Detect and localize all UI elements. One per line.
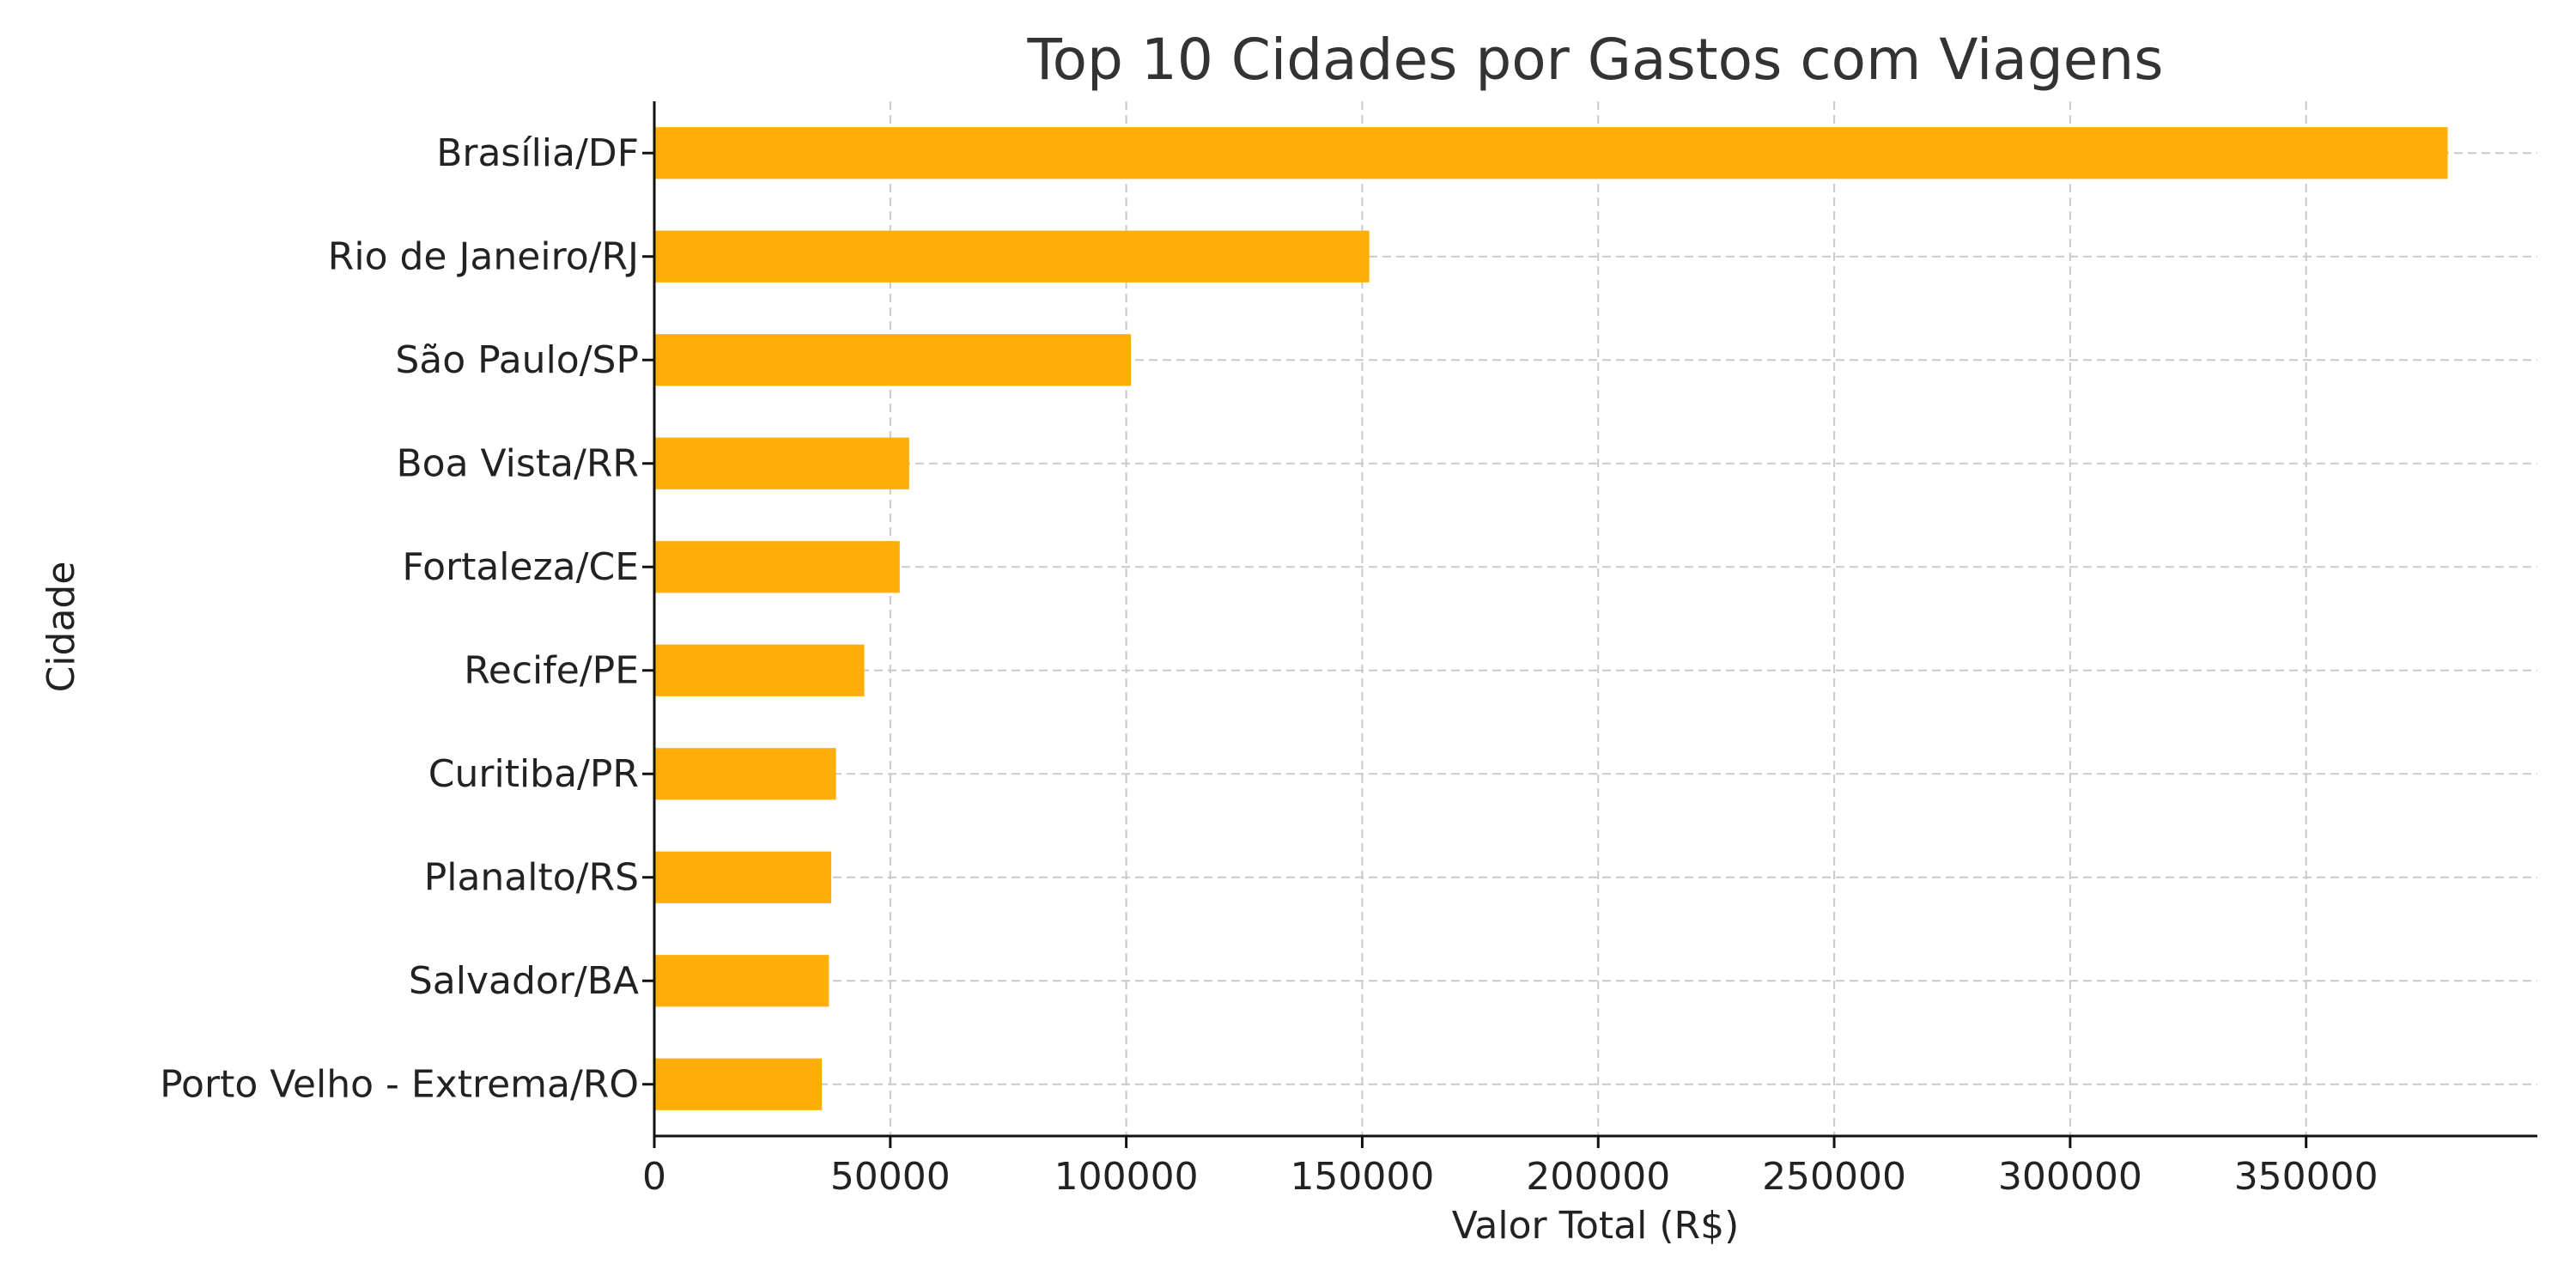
bars bbox=[654, 127, 2448, 1110]
grid bbox=[654, 101, 2537, 1136]
bar bbox=[654, 748, 836, 800]
y-tick-label: Rio de Janeiro/RJ bbox=[328, 234, 639, 278]
x-tick-label: 200000 bbox=[1526, 1155, 1670, 1199]
y-axis-label: Cidade bbox=[39, 562, 83, 693]
bar bbox=[654, 437, 909, 489]
y-tick-label: Boa Vista/RR bbox=[396, 441, 639, 485]
bar bbox=[654, 1058, 823, 1110]
y-tick-label: Curitiba/PR bbox=[428, 752, 639, 796]
x-tick-label: 250000 bbox=[1762, 1155, 1906, 1199]
x-tick-label: 0 bbox=[642, 1155, 666, 1199]
bar bbox=[654, 230, 1370, 283]
bar bbox=[654, 541, 900, 593]
x-tick-label: 50000 bbox=[830, 1155, 951, 1199]
x-tick-labels: 0 50000 100000 150000 200000 250000 300000 3500… bbox=[642, 1155, 2379, 1199]
x-axis-label: Valor Total (R$) bbox=[1452, 1204, 1740, 1248]
bar bbox=[654, 127, 2448, 179]
bar bbox=[654, 334, 1132, 386]
y-tick-label: Planalto/RS bbox=[424, 855, 639, 899]
chart-title: Top 10 Cidades por Gastos com Viagens bbox=[1026, 27, 2163, 93]
y-tick-label: São Paulo/SP bbox=[395, 338, 639, 382]
y-tick-label: Fortaleza/CE bbox=[402, 545, 639, 589]
y-tick-labels: Brasília/DF Rio de Janeiro/RJ São Paulo/SP… bbox=[160, 131, 639, 1107]
bar bbox=[654, 644, 865, 696]
x-tick-label: 300000 bbox=[1998, 1155, 2142, 1199]
bar bbox=[654, 955, 829, 1007]
y-tick-label: Brasília/DF bbox=[436, 131, 639, 175]
x-tick-label: 150000 bbox=[1290, 1155, 1434, 1199]
y-tick-label: Salvador/BA bbox=[409, 959, 639, 1003]
y-tick-label: Porto Velho - Extrema/RO bbox=[160, 1062, 639, 1106]
bar bbox=[654, 851, 832, 903]
x-tick-label: 100000 bbox=[1054, 1155, 1199, 1199]
axes bbox=[642, 101, 2537, 1148]
y-tick-label: Recife/PE bbox=[464, 648, 639, 692]
x-tick-label: 350000 bbox=[2234, 1155, 2379, 1199]
